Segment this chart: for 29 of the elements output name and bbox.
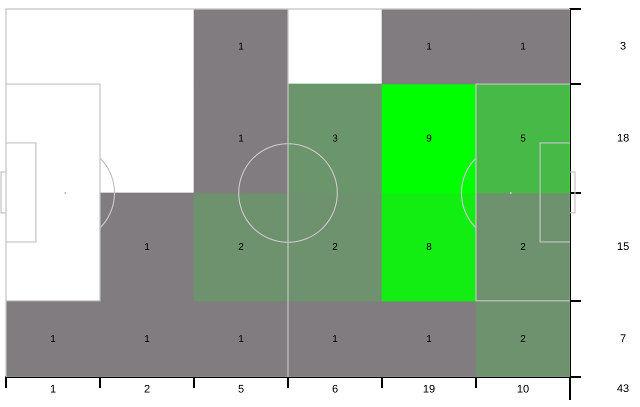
- data-label: 5: [520, 133, 526, 144]
- data-label: 9: [426, 133, 432, 144]
- x-tick-label: 5: [238, 384, 244, 396]
- x-tick-label: 2: [144, 384, 150, 396]
- x-tick-label: 10: [516, 384, 530, 396]
- data-label: 2: [520, 242, 526, 253]
- data-label: 2: [520, 334, 526, 345]
- data-label: 1: [520, 41, 526, 52]
- y-tick-label: 3: [620, 40, 626, 53]
- data-label: 2: [332, 242, 338, 253]
- x-tick-label: 6: [332, 384, 338, 396]
- data-label: 1: [426, 41, 432, 52]
- text: 43: [616, 383, 630, 396]
- data-label: 3: [332, 133, 338, 144]
- data-label: 1: [332, 334, 338, 345]
- data-label: 2: [238, 242, 244, 253]
- y-tick-label: 7: [620, 333, 626, 346]
- y-tick-label: 15: [616, 241, 630, 254]
- y-tick-label: 18: [616, 132, 630, 145]
- data-label: 1: [238, 334, 244, 345]
- x-tick-label: 19: [422, 384, 436, 396]
- data-label: 1: [50, 334, 56, 345]
- data-label: 1: [426, 334, 432, 345]
- x-tick-label: 1: [50, 384, 56, 396]
- data-label: 1: [144, 242, 150, 253]
- data-label: 8: [426, 242, 432, 253]
- data-label: 1: [144, 334, 150, 345]
- data-label: 1: [238, 41, 244, 52]
- data-label: 1: [238, 133, 244, 144]
